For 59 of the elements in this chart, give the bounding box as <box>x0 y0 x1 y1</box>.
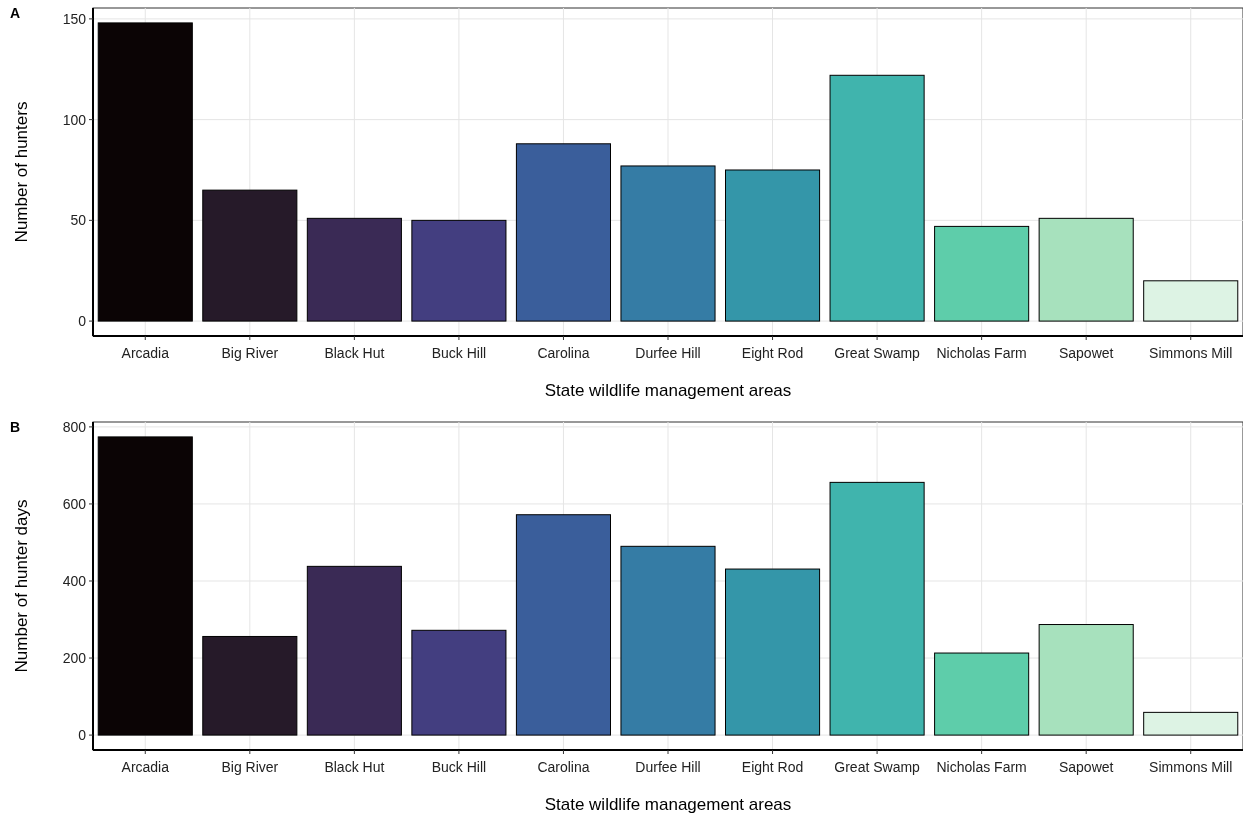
bar <box>202 189 298 322</box>
x-tick-label: Great Swamp <box>834 759 921 775</box>
x-tick-label: Carolina <box>537 759 590 775</box>
x-tick-label: Nicholas Farm <box>936 759 1027 775</box>
x-tick-label: Eight Rod <box>741 759 804 775</box>
x-tick-label: Simmons Mill <box>1149 345 1233 361</box>
x-tick-label: Buck Hill <box>431 759 487 775</box>
bar <box>515 514 611 736</box>
bar <box>1143 711 1239 736</box>
y-tick-label: 800 <box>62 418 87 435</box>
x-tick-label: Nicholas Farm <box>936 345 1027 361</box>
y-tick-label: 0 <box>78 726 87 743</box>
bar <box>411 629 507 736</box>
x-tick-label: Big River <box>221 759 279 775</box>
bar <box>1143 280 1239 322</box>
y-tick-label: 400 <box>62 572 87 589</box>
x-tick-label: Black Hut <box>324 345 385 361</box>
y-tick-label: 100 <box>62 111 87 128</box>
bar <box>620 545 716 736</box>
y-axis-title: Number of hunter days <box>12 499 31 673</box>
bar <box>1038 217 1134 322</box>
x-tick-label: Great Swamp <box>834 345 921 361</box>
bar <box>829 481 925 736</box>
x-tick-label: Sapowet <box>1058 345 1114 361</box>
x-tick-label: Durfee Hill <box>635 759 701 775</box>
y-tick-label: 50 <box>70 212 87 229</box>
x-tick-label: Durfee Hill <box>635 345 701 361</box>
x-tick-label: Buck Hill <box>431 345 487 361</box>
x-tick-label: Sapowet <box>1058 759 1114 775</box>
bar <box>306 565 402 736</box>
bar <box>411 219 507 322</box>
bar <box>725 169 821 322</box>
bar <box>306 217 402 322</box>
bar <box>934 225 1030 322</box>
bar <box>620 165 716 322</box>
x-tick-label: Arcadia <box>121 759 170 775</box>
bar <box>1038 624 1134 736</box>
y-tick-label: 600 <box>62 495 87 512</box>
x-tick-label: Simmons Mill <box>1149 759 1233 775</box>
y-tick-label: 0 <box>78 312 87 329</box>
bar <box>725 568 821 736</box>
bar <box>515 143 611 322</box>
x-tick-label: Eight Rod <box>741 345 804 361</box>
x-axis-title: State wildlife management areas <box>544 795 792 814</box>
bar <box>934 652 1030 736</box>
x-axis-title: State wildlife management areas <box>544 381 792 400</box>
x-tick-label: Carolina <box>537 345 590 361</box>
y-axis-title: Number of hunters <box>12 101 31 243</box>
bar <box>829 74 925 322</box>
bar <box>97 436 193 736</box>
bar <box>202 635 298 736</box>
text: A <box>10 5 21 21</box>
y-tick-label: 200 <box>62 649 87 666</box>
x-tick-label: Big River <box>221 345 279 361</box>
bar <box>97 22 193 322</box>
text: B <box>10 419 21 435</box>
x-tick-label: Black Hut <box>324 759 385 775</box>
y-tick-label: 150 <box>62 10 87 27</box>
x-tick-label: Arcadia <box>121 345 170 361</box>
